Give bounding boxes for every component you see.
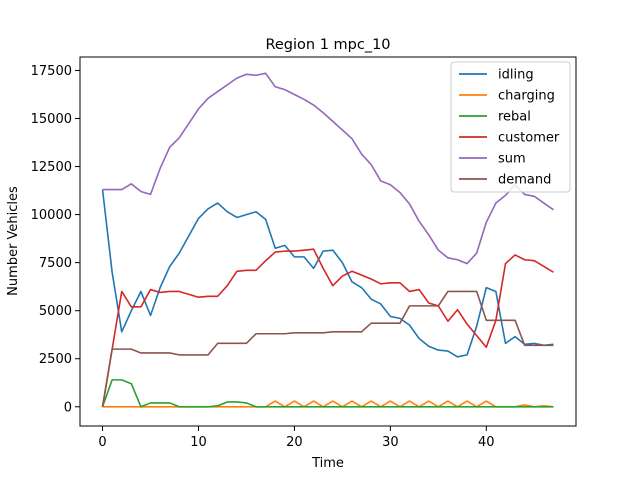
y-tick-label: 12500 [31,160,72,175]
series-line-idling [101,189,554,358]
y-tick-label: 0 [64,400,72,415]
x-axis-label: Time [311,456,344,471]
y-tick-label: 15000 [31,112,72,127]
x-tick-label: 30 [382,435,399,450]
y-tick-label: 10000 [31,208,72,223]
y-tick-label: 5000 [39,304,72,319]
series-line-customer [101,248,554,407]
x-tick-label: 0 [98,435,106,450]
legend-label-idling: idling [498,68,534,83]
x-tick-label: 40 [478,435,495,450]
x-axis: 0 10 20 30 40 [98,426,495,450]
plot-area [101,72,554,408]
y-axis-label: Number Vehicles [6,186,21,296]
y-tick-label: 2500 [39,352,72,367]
x-tick-label: 10 [190,435,207,450]
y-tick-label: 17500 [31,64,72,79]
y-tick-label: 7500 [39,256,72,271]
series-line-rebal [101,379,554,408]
series-line-sum [102,72,554,265]
y-axis: 0 2500 5000 7500 10000 12500 15000 17500 [31,64,80,415]
axes-frame [79,56,577,427]
legend-label-charging: charging [498,89,555,104]
legend: idling charging rebal customer sum demand [450,61,571,193]
legend-label-sum: sum [498,152,526,167]
series-line-demand [101,290,554,407]
chart-title: Region 1 mpc_10 [265,37,390,53]
x-tick-label: 20 [286,435,303,450]
legend-label-demand: demand [498,173,551,188]
legend-label-customer: customer [498,131,560,146]
legend-label-rebal: rebal [498,110,531,125]
